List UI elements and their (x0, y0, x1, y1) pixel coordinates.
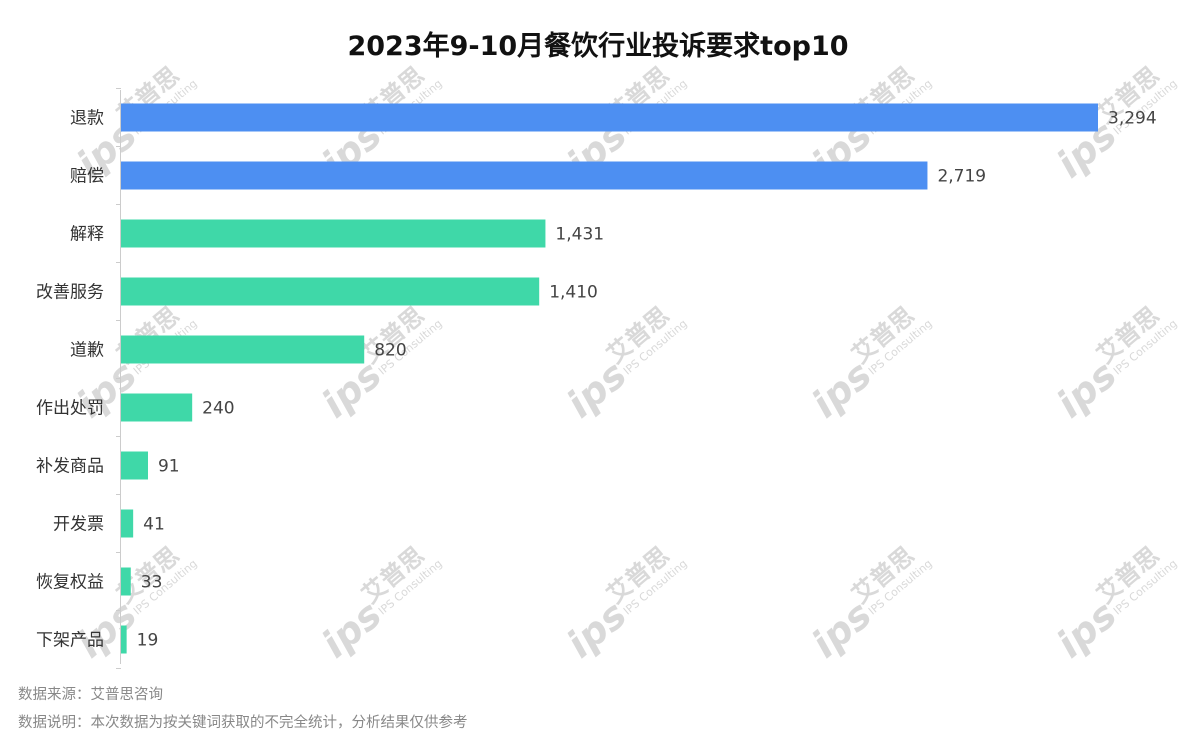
bar-8 (121, 567, 131, 596)
category-label: 补发商品 (36, 457, 104, 477)
value-label: 19 (137, 631, 159, 651)
value-label: 91 (158, 457, 180, 477)
category-label: 开发票 (53, 515, 104, 535)
bar-1 (121, 161, 928, 190)
category-label: 退款 (70, 109, 104, 129)
value-label: 2,719 (937, 167, 986, 187)
bar-9 (121, 625, 127, 654)
category-label: 下架产品 (36, 631, 104, 651)
bar-0 (121, 103, 1098, 132)
value-label: 33 (141, 573, 163, 593)
value-label: 1,431 (555, 225, 604, 245)
bar-3 (121, 277, 540, 306)
category-label: 道歉 (70, 341, 104, 361)
bar-5 (121, 393, 193, 422)
bar-7 (121, 509, 134, 538)
value-label: 41 (143, 515, 165, 535)
category-label: 赔偿 (70, 167, 104, 187)
value-label: 1,410 (549, 283, 598, 303)
chart-title: 2023年9-10月餐饮行业投诉要求top10 (347, 30, 848, 62)
bar-2 (121, 219, 546, 248)
value-label: 240 (202, 399, 234, 419)
source-note: 数据来源：艾普思咨询 (18, 687, 163, 703)
category-label: 作出处罚 (36, 399, 104, 419)
category-label: 解释 (70, 225, 104, 245)
bar-group: 退款 3,294 赔偿 2,719 解释 1,431 改善服务 1,410 道歉 820 作出处罚 2… (36, 88, 1157, 669)
category-label: 恢复权益 (36, 573, 104, 593)
value-label: 820 (374, 341, 406, 361)
bar-4 (121, 335, 365, 364)
bar-6 (121, 451, 148, 480)
value-label: 3,294 (1108, 109, 1157, 129)
data-disclaimer: 数据说明：本次数据为按关键词获取的不完全统计，分析结果仅供参考 (18, 715, 468, 731)
category-label: 改善服务 (36, 283, 104, 303)
